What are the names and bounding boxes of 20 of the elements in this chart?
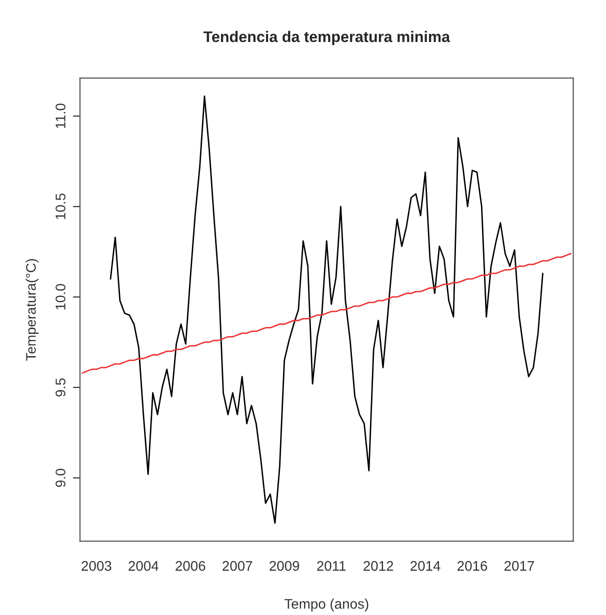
y-tick-label: 10.5 [56, 194, 66, 219]
x-axis-title: Tempo (anos) [284, 598, 368, 612]
line-series [82, 252, 572, 374]
x-tick-label: 2006 [176, 561, 206, 571]
line-series [110, 96, 544, 524]
x-tick-label: 2003 [82, 561, 112, 571]
chart-title: Tendencia da temperatura minima [203, 30, 450, 46]
y-tick-label: 9.0 [56, 468, 66, 487]
x-tick-label: 2016 [458, 561, 488, 571]
x-tick-label: 2004 [128, 561, 158, 571]
y-tick-label: 11.0 [56, 104, 66, 128]
y-axis-title: Temperatura(°C) [26, 259, 39, 361]
y-tick-label: 10.0 [56, 284, 66, 310]
x-tick-label: 2014 [410, 561, 440, 571]
x-tick-label: 2017 [504, 561, 534, 571]
x-tick-label: 2007 [222, 561, 252, 571]
y-tick-label: 9.5 [56, 378, 66, 396]
x-tick-label: 2012 [364, 561, 394, 571]
x-tick-label: 2011 [317, 561, 346, 571]
x-tick-label: 2009 [270, 561, 300, 571]
